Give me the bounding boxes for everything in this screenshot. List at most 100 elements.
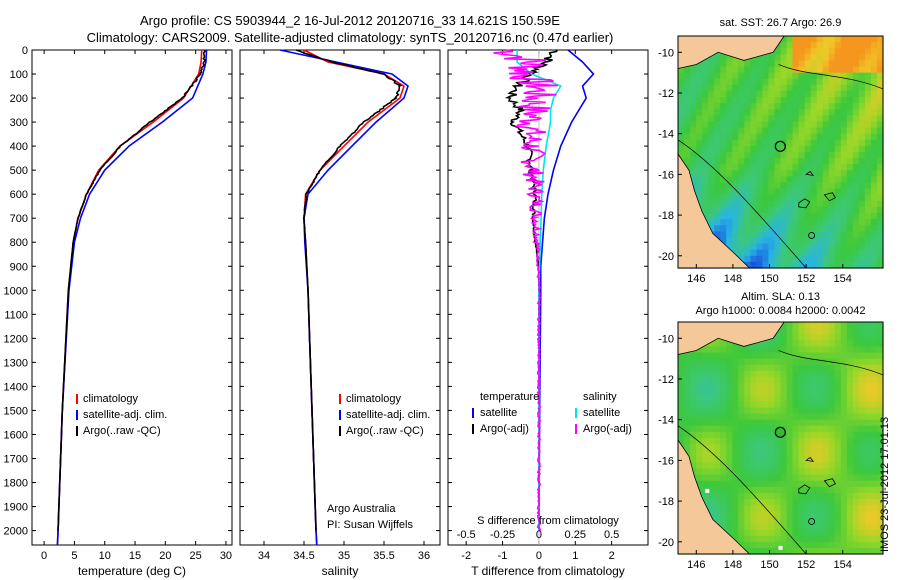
map-cell xyxy=(804,456,812,464)
map-cell xyxy=(714,407,721,415)
map-cell xyxy=(714,364,721,372)
map-cell xyxy=(768,152,776,159)
map-cell xyxy=(714,109,721,116)
map-cell xyxy=(858,255,866,263)
map-cell xyxy=(810,36,818,43)
map-cell xyxy=(852,389,860,396)
map-cell xyxy=(756,127,764,135)
map-cell xyxy=(708,54,715,62)
map-cell xyxy=(726,206,733,214)
map-cell xyxy=(870,383,878,390)
map-cell xyxy=(708,340,715,348)
map-cell xyxy=(762,419,770,427)
map-cell xyxy=(828,328,836,335)
map-cell xyxy=(876,431,884,439)
map-cell xyxy=(690,78,697,86)
map-cell xyxy=(762,364,770,372)
map-cell xyxy=(738,419,745,427)
map-cell xyxy=(810,322,818,329)
map-cell xyxy=(846,419,854,427)
map-cell xyxy=(864,499,872,506)
map-cell xyxy=(864,364,872,372)
map-cell xyxy=(774,499,782,506)
map-cell xyxy=(744,213,751,220)
map-cell xyxy=(816,36,824,43)
map-cell xyxy=(762,133,770,141)
map-cell xyxy=(858,370,866,378)
map-cell xyxy=(732,438,739,445)
map-cell xyxy=(684,370,691,378)
map-cell xyxy=(792,517,800,525)
map-cell xyxy=(708,462,715,470)
map-cell xyxy=(810,60,818,68)
map-cell xyxy=(732,170,739,178)
map-cell xyxy=(696,346,703,354)
map-cell xyxy=(834,231,842,239)
map-cell xyxy=(864,376,872,384)
map-cell xyxy=(786,60,794,68)
map-cell xyxy=(756,468,764,476)
map-cell xyxy=(846,261,854,269)
map-cell xyxy=(738,127,745,135)
map-cell xyxy=(840,182,848,190)
map-cell xyxy=(708,60,715,68)
map-cell xyxy=(684,444,691,451)
map-cell xyxy=(798,389,806,396)
map-cell xyxy=(870,499,878,506)
map-cell xyxy=(684,364,691,372)
map-cell xyxy=(804,213,812,220)
map-cell xyxy=(834,164,842,171)
map-cell xyxy=(678,72,685,80)
map-cell xyxy=(840,42,848,49)
map-cell xyxy=(852,231,860,239)
map-cell xyxy=(876,225,884,232)
map-cell xyxy=(798,36,806,43)
map-cell xyxy=(852,523,860,531)
map-cell xyxy=(756,225,764,232)
map-cell xyxy=(714,200,721,208)
map-cell xyxy=(768,444,776,451)
map-cell xyxy=(786,499,794,506)
map-cell xyxy=(864,42,872,49)
map-cell xyxy=(750,121,757,129)
map-cell xyxy=(768,480,776,488)
map-cell xyxy=(816,78,824,86)
map-cell xyxy=(792,54,800,62)
map-cell xyxy=(852,164,860,171)
map-cell xyxy=(852,48,860,55)
map-cell xyxy=(774,219,782,226)
map-cell xyxy=(846,158,854,165)
map-cell xyxy=(714,389,721,396)
map-cell xyxy=(696,139,703,147)
map-cell xyxy=(810,517,818,525)
map-cell xyxy=(816,370,824,378)
map-cell xyxy=(810,395,818,402)
map-cell xyxy=(744,182,751,190)
map-cell xyxy=(786,334,794,341)
map-cell xyxy=(810,213,818,220)
map-cell xyxy=(840,407,848,415)
map-cell xyxy=(858,383,866,390)
map-cell xyxy=(858,413,866,421)
map-cell xyxy=(738,194,745,202)
map-cell xyxy=(810,176,818,184)
map-cell xyxy=(768,389,776,396)
map-cell xyxy=(762,425,770,433)
map-cell xyxy=(840,370,848,378)
map-cell xyxy=(756,389,764,396)
map-cell xyxy=(744,249,751,257)
map-cell xyxy=(678,358,685,366)
map-cell xyxy=(834,444,842,451)
map-cell xyxy=(846,133,854,141)
map-cell xyxy=(708,474,715,482)
map-cell xyxy=(744,194,751,202)
map-cell xyxy=(864,170,872,178)
map-cell xyxy=(726,170,733,178)
map-cell xyxy=(876,121,884,129)
depth-tick-label: 200 xyxy=(10,93,28,105)
map-cell xyxy=(816,72,824,80)
map-cell xyxy=(690,72,697,80)
map-cell xyxy=(846,115,854,123)
map-cell xyxy=(870,249,878,257)
map-cell xyxy=(810,444,818,451)
